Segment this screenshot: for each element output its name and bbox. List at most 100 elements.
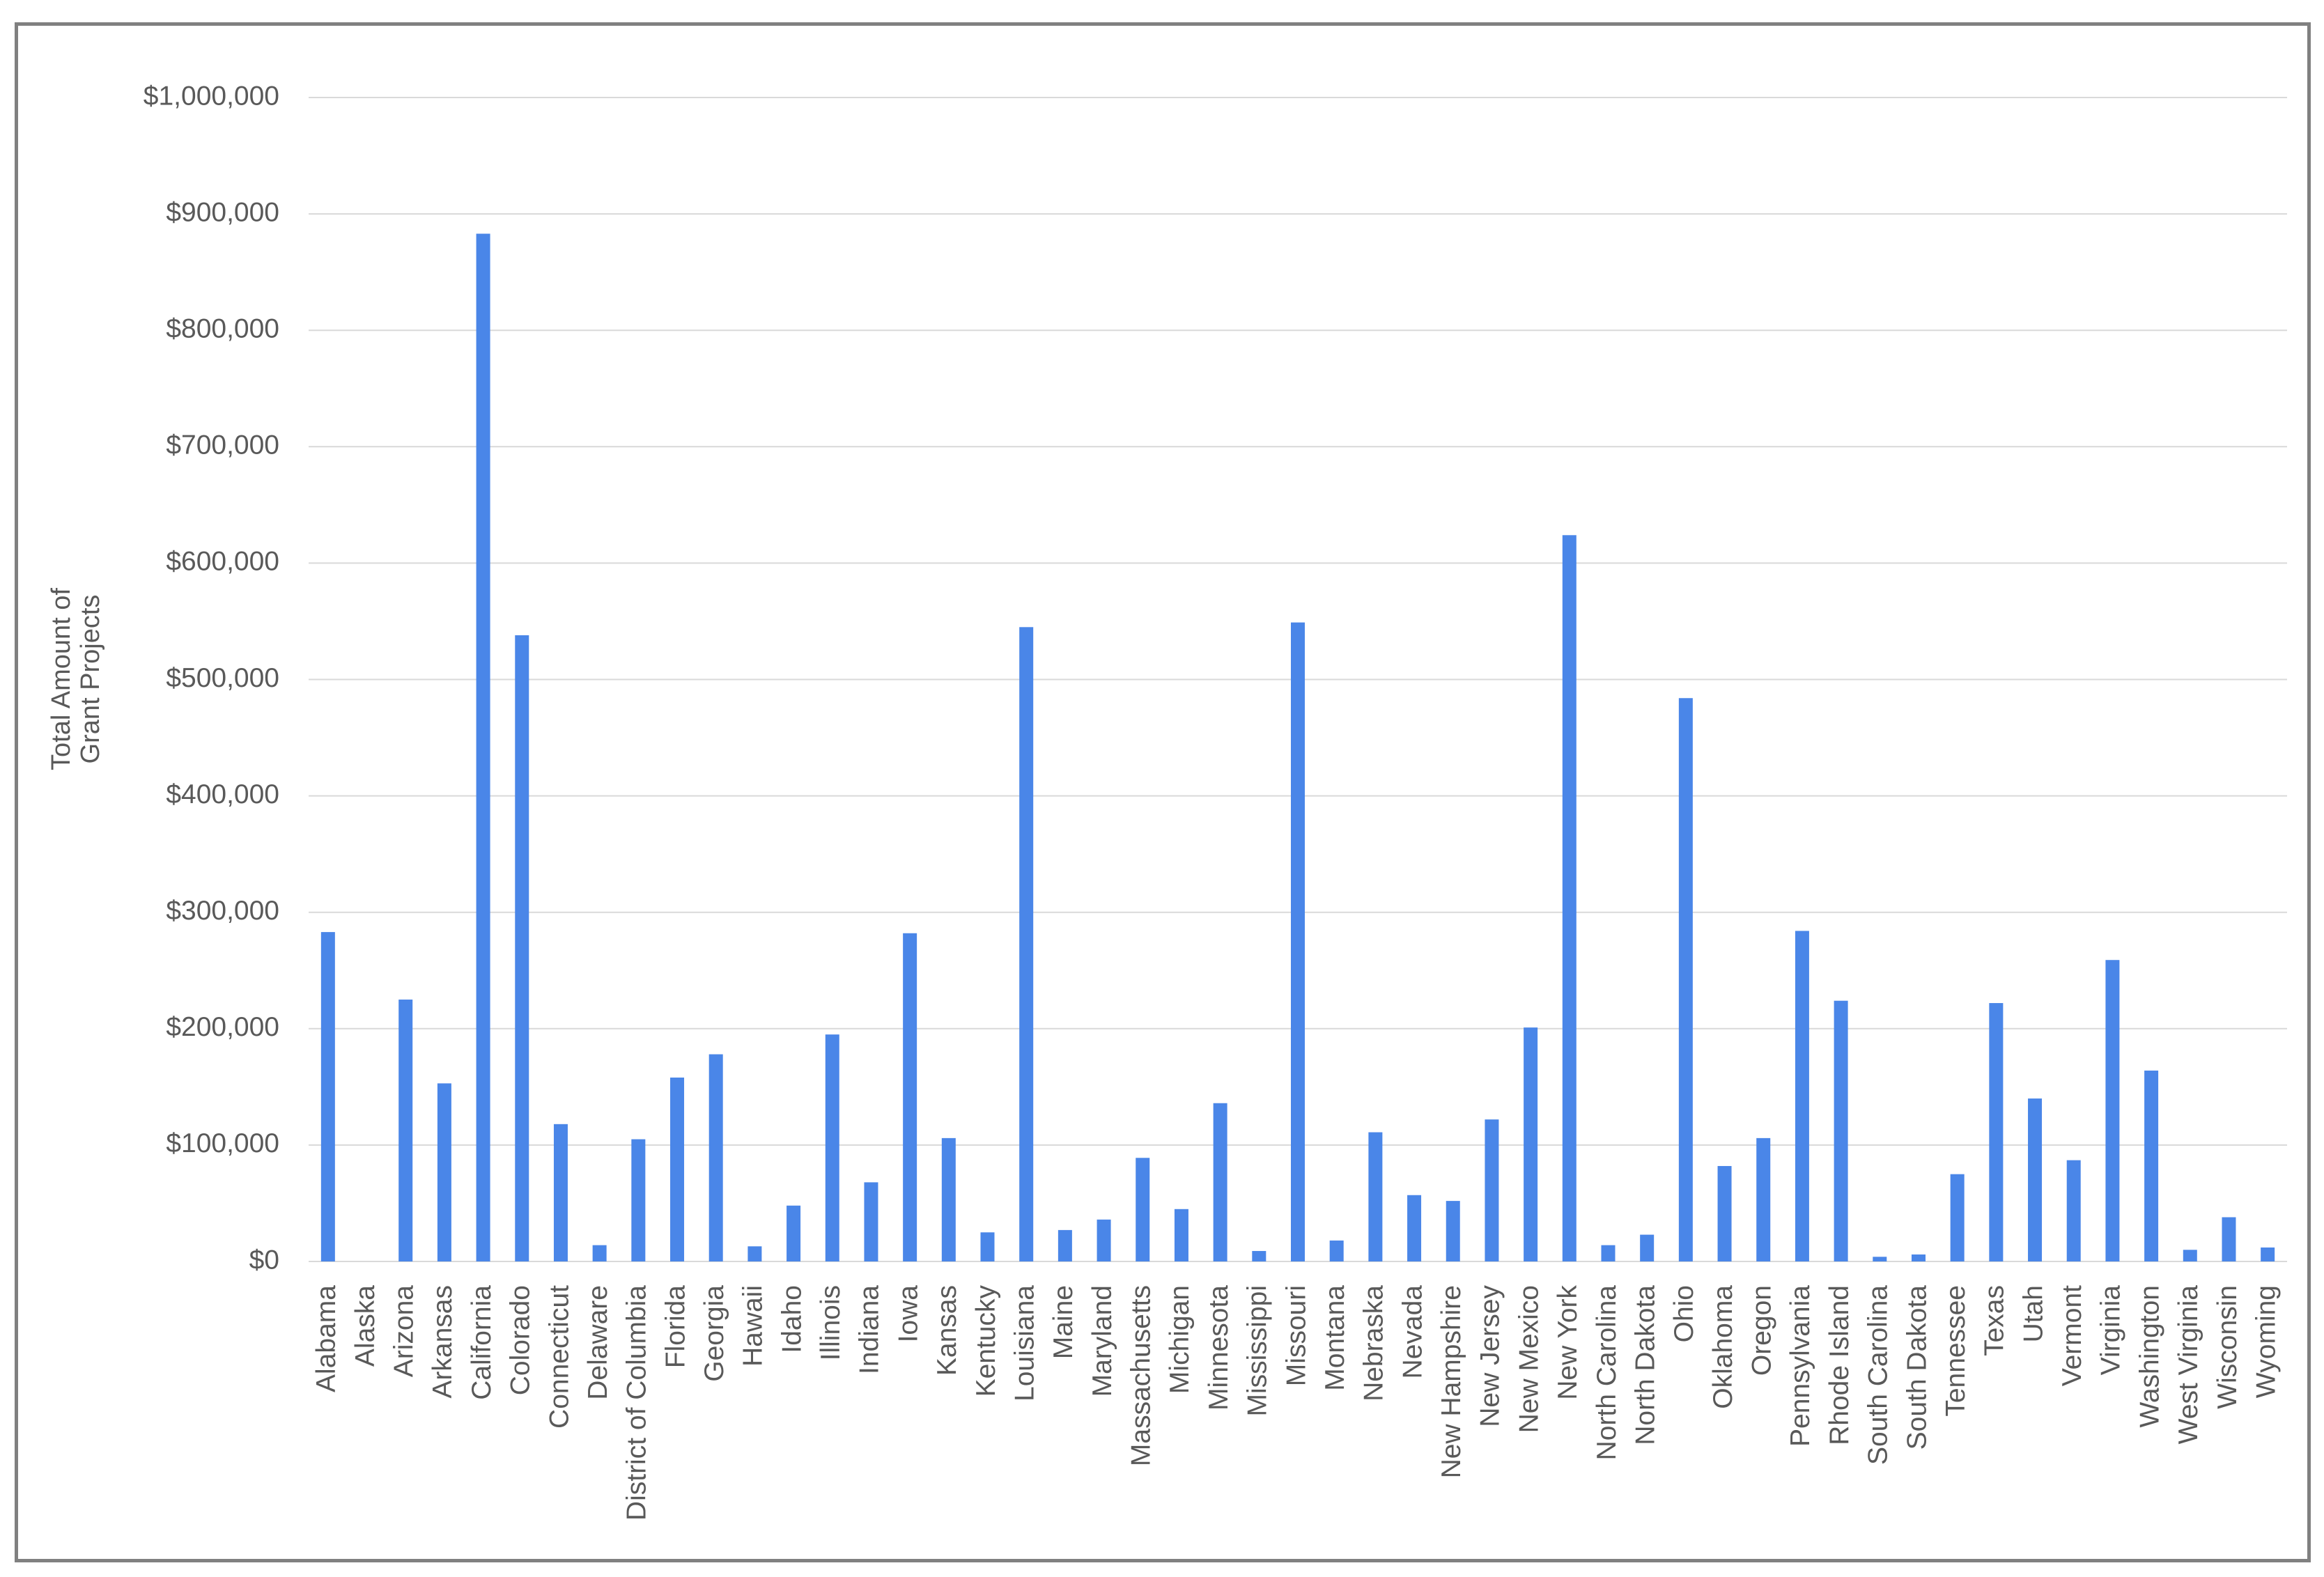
- x-tick-label: South Carolina: [1864, 1285, 1893, 1465]
- bar: [1485, 1119, 1499, 1261]
- bar: [1678, 698, 1693, 1261]
- bar: [1911, 1254, 1926, 1261]
- x-tick-label: Indiana: [855, 1285, 885, 1374]
- x-tick-label: New Jersey: [1475, 1285, 1505, 1427]
- x-tick-label: Arizona: [389, 1285, 419, 1378]
- y-tick-label: $800,000: [166, 313, 279, 343]
- bar: [2105, 960, 2120, 1261]
- x-tick-label: Virginia: [2096, 1285, 2126, 1376]
- bar: [864, 1182, 878, 1261]
- x-tick-label: Utah: [2018, 1285, 2048, 1342]
- y-tick-label: $1,000,000: [144, 81, 279, 111]
- bar: [1097, 1219, 1111, 1261]
- y-axis-label: Total Amount of Grant Projects: [47, 588, 105, 770]
- bar: [1640, 1234, 1655, 1261]
- x-tick-label: Alaska: [350, 1285, 380, 1367]
- bar: [1368, 1132, 1383, 1261]
- bar: [1329, 1240, 1344, 1261]
- x-tick-label: Maryland: [1087, 1285, 1117, 1397]
- x-tick-label: North Dakota: [1630, 1285, 1660, 1445]
- x-tick-label: Wisconsin: [2213, 1285, 2242, 1409]
- bar: [515, 635, 529, 1261]
- bar: [2261, 1247, 2275, 1261]
- y-tick-label: $100,000: [166, 1128, 279, 1158]
- bar: [320, 932, 335, 1261]
- bar: [2222, 1217, 2236, 1261]
- bar: [1756, 1137, 1771, 1261]
- bar: [592, 1245, 607, 1261]
- x-tick-label: Mississippi: [1243, 1285, 1273, 1417]
- x-tick-label: West Virginia: [2174, 1285, 2203, 1445]
- bar: [2066, 1160, 2081, 1261]
- x-tick-label: Kansas: [932, 1285, 962, 1376]
- x-tick-label: Iowa: [893, 1285, 923, 1343]
- bar: [1407, 1195, 1422, 1261]
- bar: [980, 1232, 995, 1261]
- bar: [476, 233, 490, 1262]
- x-tick-label: Nevada: [1397, 1285, 1427, 1379]
- x-tick-label: South Dakota: [1902, 1285, 1932, 1450]
- bar: [1601, 1245, 1616, 1261]
- x-tick-label: Missouri: [1281, 1285, 1311, 1386]
- x-tick-label: Washington: [2135, 1285, 2164, 1428]
- x-tick-label: Texas: [1980, 1285, 2010, 1356]
- bar: [1252, 1250, 1266, 1261]
- bar: [2028, 1098, 2043, 1261]
- x-tick-label: Hawaii: [738, 1285, 768, 1367]
- bar: [941, 1137, 956, 1261]
- x-tick-label: North Carolina: [1592, 1285, 1622, 1461]
- x-tick-label: Massachusetts: [1126, 1285, 1156, 1466]
- bar: [1950, 1174, 1965, 1261]
- bar: [787, 1205, 801, 1261]
- x-tick-label: Alabama: [311, 1285, 341, 1392]
- x-tick-label: Kentucky: [971, 1285, 1001, 1397]
- y-tick-label: $200,000: [166, 1012, 279, 1042]
- bar: [708, 1054, 723, 1261]
- bar: [1174, 1209, 1188, 1261]
- x-tick-label: New Hampshire: [1436, 1285, 1466, 1478]
- bar: [1058, 1229, 1072, 1261]
- x-tick-label: Oregon: [1747, 1285, 1777, 1376]
- bar: [2183, 1250, 2197, 1261]
- x-tick-label: Delaware: [583, 1285, 613, 1400]
- bar: [631, 1139, 646, 1261]
- x-tick-label: Oklahoma: [1708, 1285, 1738, 1409]
- x-tick-label: Arkansas: [428, 1285, 458, 1399]
- x-tick-label: Idaho: [777, 1285, 807, 1353]
- y-tick-label: $0: [249, 1245, 279, 1275]
- x-tick-label: New Mexico: [1514, 1285, 1544, 1433]
- x-tick-label: Tennessee: [1941, 1285, 1971, 1417]
- y-tick-label: $600,000: [166, 547, 279, 577]
- bar: [1446, 1201, 1460, 1261]
- bar: [1834, 1000, 1848, 1261]
- x-tick-label: Rhode Island: [1825, 1285, 1854, 1445]
- y-tick-label: $900,000: [166, 197, 279, 227]
- x-tick-label: Vermont: [2057, 1285, 2087, 1386]
- x-tick-label: New York: [1553, 1285, 1583, 1400]
- x-tick-label: Montana: [1320, 1285, 1350, 1391]
- x-tick-label: Louisiana: [1009, 1285, 1039, 1401]
- x-tick-label: District of Columbia: [622, 1285, 652, 1521]
- y-tick-label: $700,000: [166, 430, 279, 460]
- x-tick-label: Michigan: [1165, 1285, 1195, 1394]
- bar: [437, 1083, 451, 1261]
- bar: [1291, 622, 1305, 1261]
- bar: [1795, 931, 1809, 1261]
- bar: [1213, 1103, 1227, 1261]
- x-tick-label: Nebraska: [1359, 1285, 1389, 1401]
- bar: [1019, 627, 1034, 1261]
- y-tick-label: $300,000: [166, 896, 279, 926]
- x-tick-label: Wyoming: [2251, 1285, 2281, 1398]
- x-tick-label: Ohio: [1669, 1285, 1699, 1342]
- bar: [1989, 1003, 2004, 1261]
- bar: [747, 1246, 762, 1261]
- bar: [1524, 1027, 1538, 1261]
- y-tick-label: $400,000: [166, 779, 279, 809]
- x-tick-label: California: [467, 1285, 497, 1400]
- x-tick-label: Maine: [1048, 1285, 1078, 1359]
- x-tick-label: Pennsylvania: [1785, 1285, 1815, 1447]
- bar: [1717, 1165, 1732, 1261]
- x-tick-label: Illinois: [816, 1285, 846, 1360]
